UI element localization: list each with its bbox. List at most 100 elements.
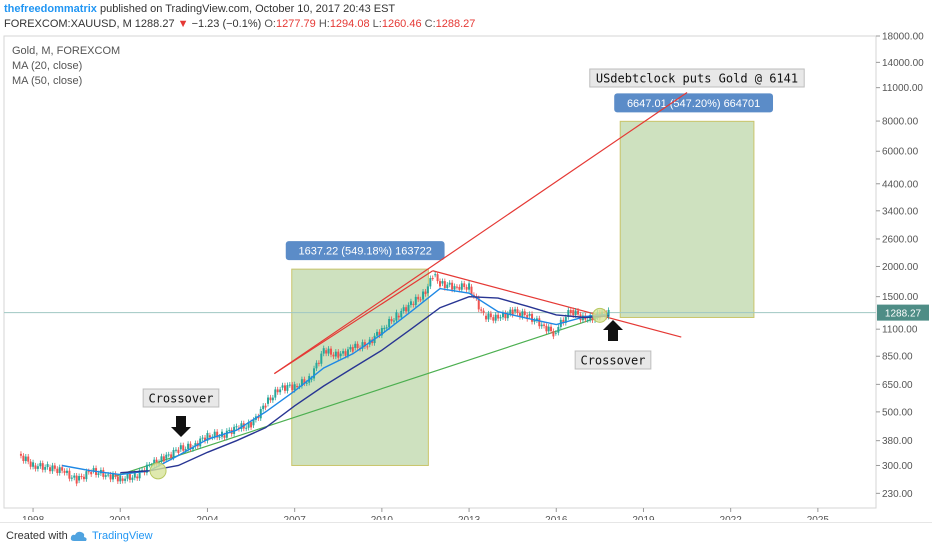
- candle-body: [458, 286, 461, 290]
- candle-body: [264, 405, 267, 408]
- candle-body: [514, 309, 517, 312]
- candle-body: [388, 318, 391, 328]
- candle-body: [320, 353, 323, 364]
- candle-body: [75, 475, 78, 484]
- candle-body: [235, 426, 238, 428]
- y-tick-label: 18000.00: [882, 32, 924, 43]
- y-tick-label: 11000.00: [882, 83, 923, 94]
- candle-body: [376, 331, 379, 336]
- x-tick-label: 1998: [22, 515, 45, 520]
- candle-body: [267, 397, 270, 404]
- candle-body: [114, 473, 117, 477]
- low-label: L:: [372, 18, 382, 30]
- candle-body: [567, 310, 570, 318]
- crossover-label-1-bg: [142, 388, 220, 408]
- candle-body: [257, 416, 260, 419]
- legend-ma20[interactable]: MA (20, close): [12, 60, 83, 72]
- candle-body: [281, 385, 284, 388]
- candle-body: [434, 274, 437, 276]
- y-tick-label: 650.00: [882, 380, 913, 391]
- close-value: 1288.27: [435, 18, 476, 30]
- candle-body: [29, 461, 32, 467]
- candle-body: [187, 443, 190, 450]
- candle-body: [223, 435, 226, 438]
- price-chart[interactable]: 18000.00 14000.00 11000.00 8000.00 6000.00 44…: [0, 32, 932, 520]
- candle-body: [414, 296, 417, 305]
- candle-body: [136, 476, 139, 479]
- candle-body: [395, 312, 398, 321]
- y-tick-label: 850.00: [882, 352, 913, 363]
- candle-body: [174, 449, 177, 451]
- candle-body: [269, 397, 272, 401]
- candle-body: [313, 368, 316, 379]
- tradingview-brand[interactable]: TradingView: [92, 530, 153, 542]
- candle-body: [82, 476, 85, 480]
- down-arrow-icon: ▼: [177, 18, 189, 30]
- candle-body: [296, 385, 299, 387]
- candle-body: [170, 454, 173, 458]
- candle-body: [165, 454, 168, 459]
- candle-body: [87, 471, 90, 473]
- candle-body: [569, 310, 572, 314]
- candle-body: [390, 318, 393, 322]
- candle-body: [172, 449, 175, 458]
- candle-body: [274, 389, 277, 398]
- publisher-link[interactable]: thefreedommatrix: [4, 3, 97, 15]
- candle-body: [460, 283, 463, 290]
- candle-body: [349, 347, 352, 350]
- candle-body: [22, 455, 25, 462]
- candle-body: [330, 348, 332, 355]
- y-tick-label: 1500.00: [882, 292, 919, 303]
- candle-body: [417, 296, 420, 300]
- x-tick-label: 2007: [284, 515, 307, 520]
- candle-body: [535, 318, 538, 321]
- candle-body: [201, 437, 204, 439]
- measure-label-bg: [285, 241, 445, 261]
- candle-body: [124, 478, 127, 481]
- candle-body: [218, 436, 221, 438]
- crossover-label-2-bg: [574, 350, 652, 370]
- candle-body: [564, 317, 567, 323]
- candle-body: [204, 437, 207, 441]
- price-change: −1.23 (−0.1%): [191, 18, 262, 30]
- candle-body: [322, 348, 325, 354]
- candle-body: [586, 319, 589, 321]
- candle-body: [206, 432, 209, 441]
- symbol-label: FOREXCOM:XAUUSD, M: [4, 18, 132, 30]
- candle-body: [179, 445, 182, 450]
- candle-body: [405, 307, 408, 312]
- candle-body: [554, 332, 557, 334]
- candle-body: [339, 353, 342, 357]
- candle-body: [489, 313, 492, 318]
- candle-body: [208, 435, 211, 438]
- trendline-resistance-upper: [273, 92, 688, 375]
- candle-body: [334, 351, 337, 357]
- candle-body: [429, 278, 432, 287]
- candle-body: [160, 456, 163, 462]
- y-tick-label: 4400.00: [882, 179, 919, 190]
- candle-body: [252, 419, 255, 426]
- candle-body: [412, 303, 415, 305]
- candle-body: [303, 379, 306, 384]
- candle-body: [501, 312, 504, 318]
- candle-body: [453, 286, 456, 290]
- candle-body: [327, 348, 330, 354]
- candle-body: [119, 475, 122, 482]
- y-tick-label: 6000.00: [882, 147, 919, 158]
- trendline-support: [114, 313, 609, 478]
- candle-body: [509, 309, 512, 314]
- y-tick-label: 2000.00: [882, 262, 919, 273]
- candle-body: [245, 427, 248, 429]
- legend-ma50[interactable]: MA (50, close): [12, 75, 83, 87]
- candle-body: [521, 311, 524, 318]
- candle-body: [216, 431, 219, 438]
- candle-body: [189, 443, 192, 450]
- chart-header: thefreedommatrix published on TradingVie…: [4, 2, 928, 32]
- crossover-marker-1: [149, 462, 167, 480]
- candle-body: [162, 456, 165, 462]
- ohlc-line: FOREXCOM:XAUUSD, M 1288.27 ▼ −1.23 (−0.1…: [4, 17, 928, 32]
- y-tick-label: 2600.00: [882, 234, 919, 245]
- candle-body: [56, 468, 59, 473]
- x-tick-label: 2016: [545, 515, 568, 520]
- candle-body: [286, 385, 289, 391]
